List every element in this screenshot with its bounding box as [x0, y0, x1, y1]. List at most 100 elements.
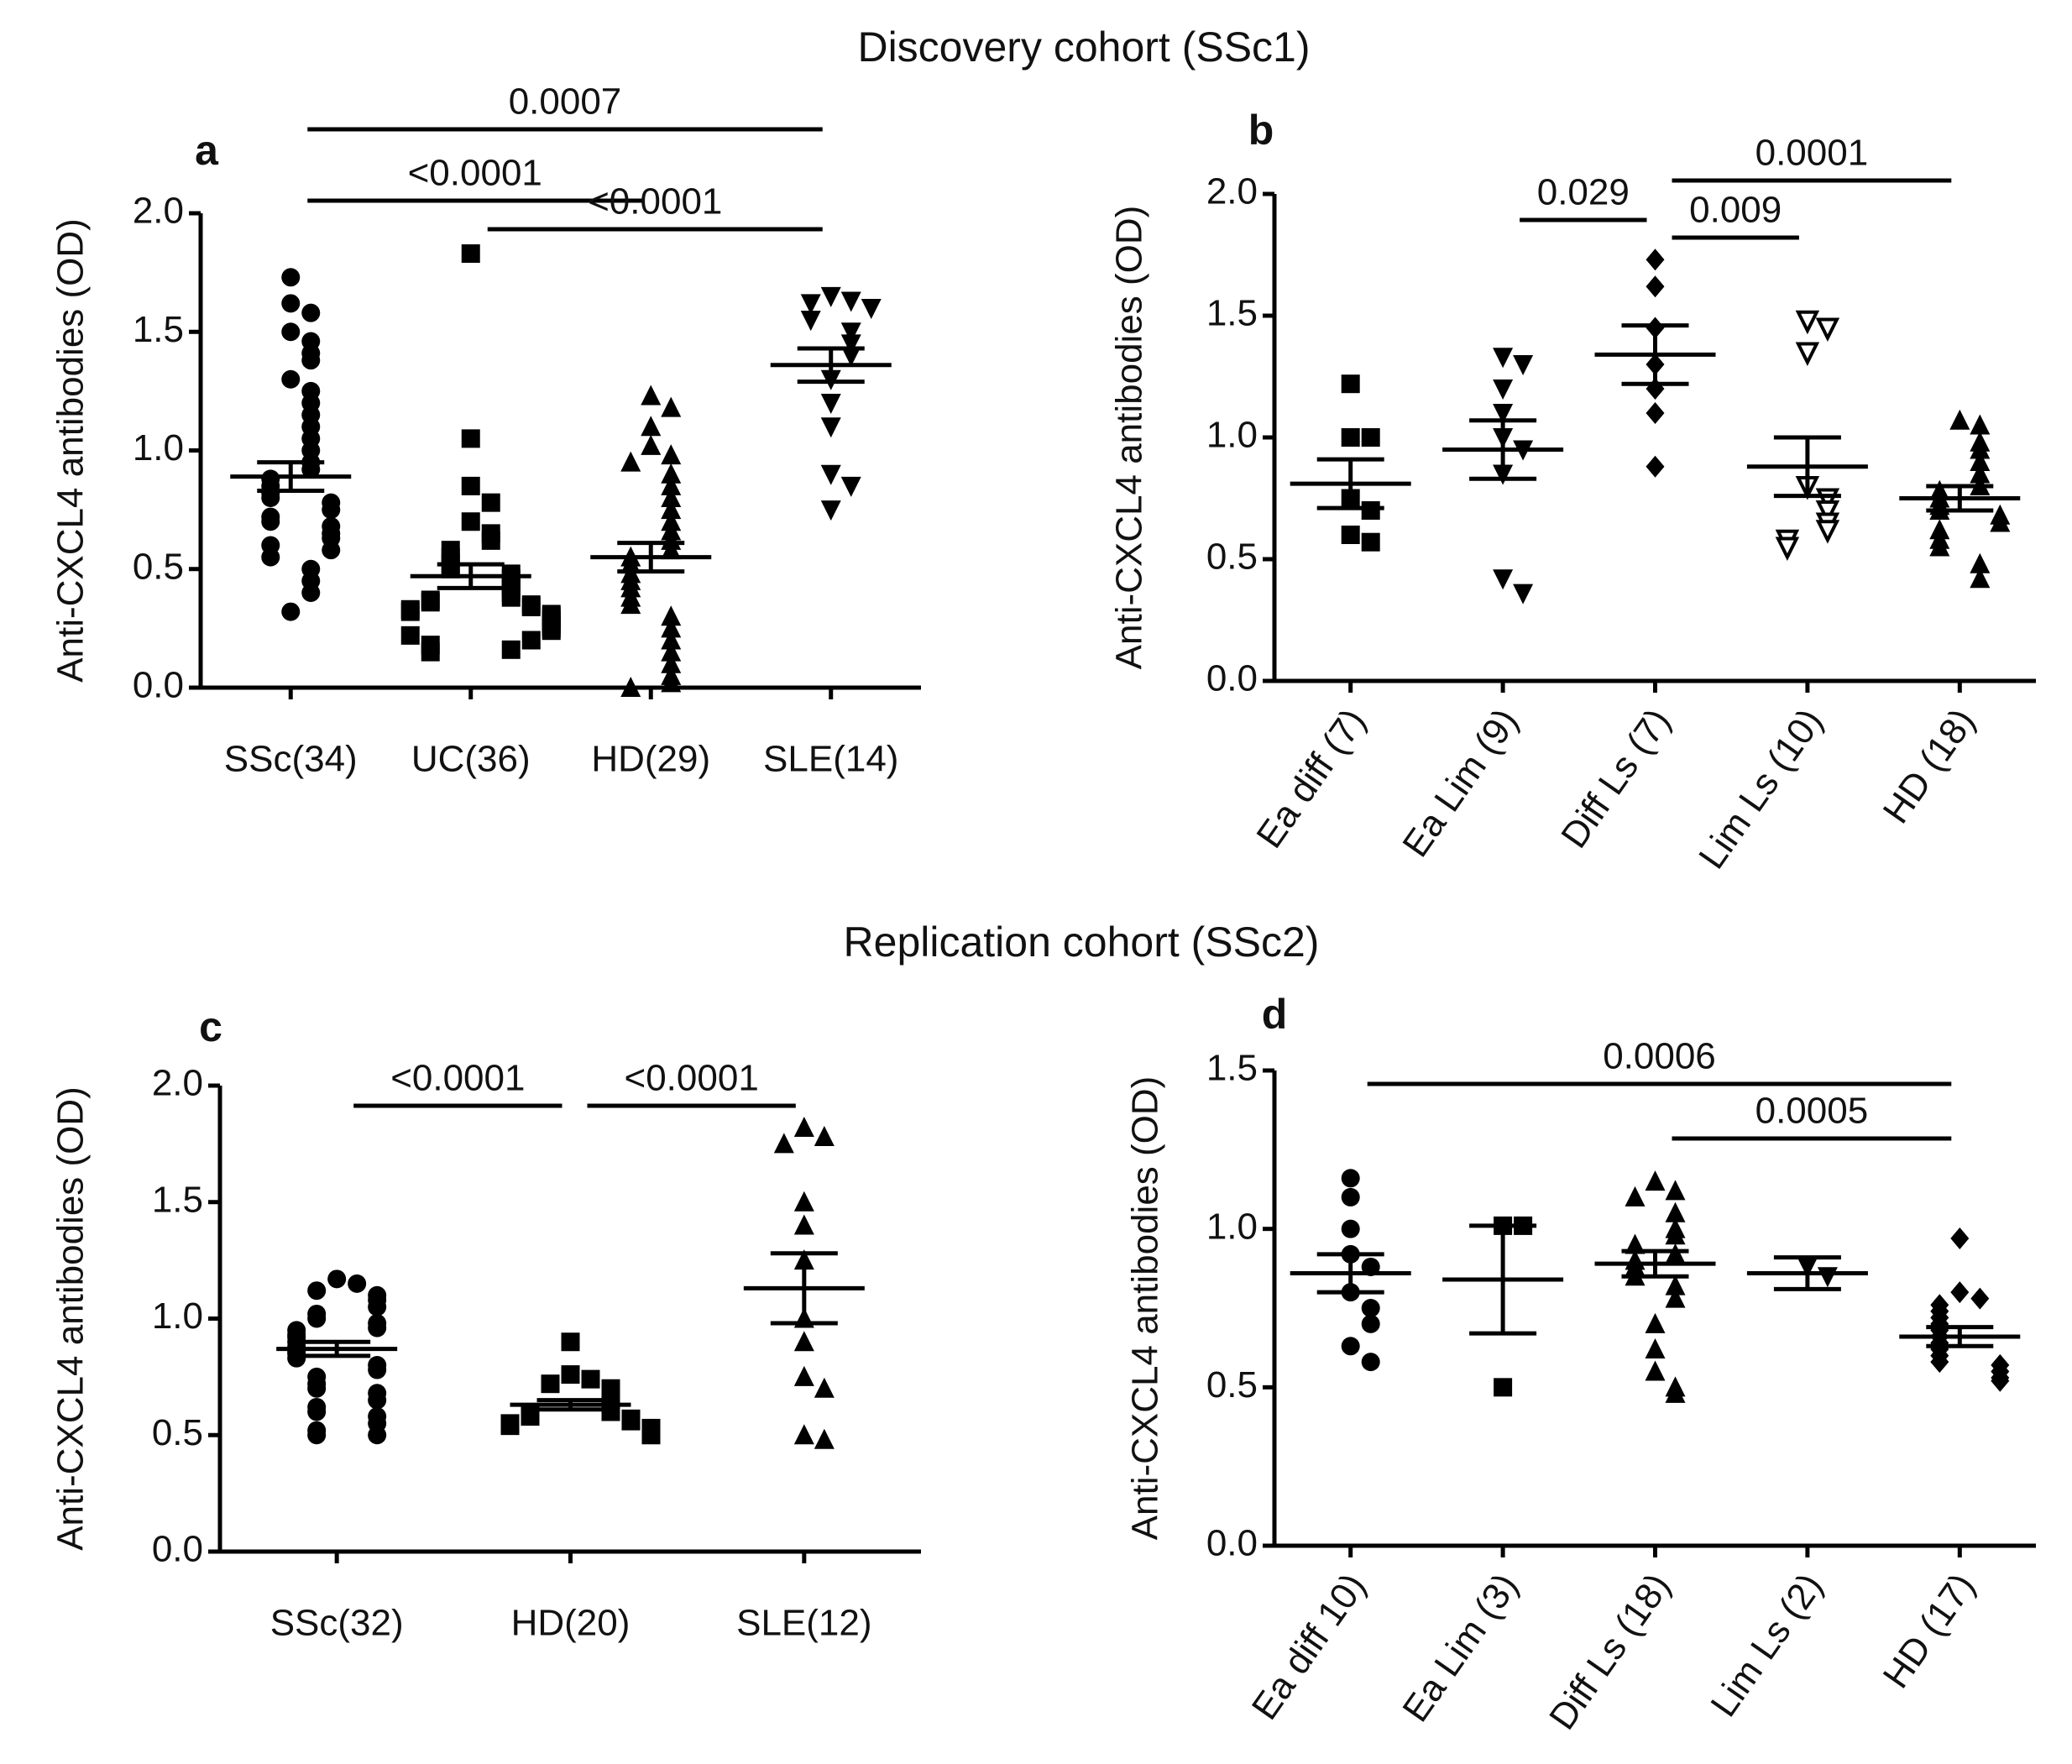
data-point	[307, 1379, 327, 1398]
data-point	[542, 621, 561, 641]
data-point	[793, 1331, 814, 1352]
data-point	[1665, 1243, 1686, 1264]
x-tick-label: HD (18)	[1876, 701, 1983, 830]
x-tick-label: UC(36)	[411, 739, 531, 780]
data-point	[661, 444, 682, 465]
data-point	[793, 1214, 814, 1235]
y-tick-label: 0.0	[133, 665, 184, 706]
data-point	[281, 294, 301, 313]
data-point	[461, 512, 480, 531]
data-point	[1665, 1382, 1686, 1403]
data-point	[820, 394, 841, 414]
data-point	[281, 602, 301, 621]
data-point	[322, 500, 341, 520]
data-point	[301, 351, 321, 370]
data-point	[261, 512, 280, 531]
y-tick-label: 1.0	[1206, 1206, 1258, 1247]
data-point	[661, 672, 682, 693]
data-point	[641, 385, 662, 406]
y-axis-label: Anti-CXCL4 antibodies (OD)	[1109, 206, 1150, 670]
data-point	[1625, 1233, 1646, 1254]
data-point	[348, 1274, 367, 1293]
p-value: 0.0005	[1755, 1091, 1869, 1132]
data-point	[800, 311, 821, 332]
y-tick-label: 2.0	[1206, 171, 1258, 212]
data-point	[501, 640, 521, 659]
data-point	[301, 460, 321, 479]
data-point	[400, 626, 420, 645]
data-point	[1513, 584, 1534, 605]
y-tick-label: 1.5	[152, 1179, 203, 1220]
data-point	[1970, 568, 1991, 589]
panel-label: d	[1262, 991, 1288, 1038]
data-point	[1930, 1351, 1949, 1374]
data-point	[814, 1126, 835, 1147]
data-point	[1341, 1187, 1360, 1207]
data-point	[1494, 1378, 1513, 1397]
data-point	[601, 1402, 620, 1421]
data-point	[307, 1281, 327, 1301]
data-point	[581, 1369, 600, 1389]
data-point	[481, 493, 500, 512]
y-tick-label: 2.0	[152, 1063, 203, 1104]
data-point	[1493, 569, 1514, 590]
panel-label: c	[199, 1003, 222, 1050]
data-point	[1493, 348, 1514, 369]
data-point	[1646, 455, 1665, 478]
data-point	[661, 396, 682, 417]
data-point	[322, 541, 341, 560]
data-point	[287, 1348, 306, 1368]
y-tick-label: 1.5	[1206, 1048, 1258, 1089]
y-tick-label: 1.0	[1206, 415, 1258, 456]
data-point	[1817, 1267, 1838, 1288]
y-tick-label: 0.0	[1206, 1523, 1258, 1564]
data-point	[281, 322, 301, 342]
data-point	[820, 464, 841, 485]
x-tick-label: Lim Ls (2)	[1703, 1566, 1830, 1724]
y-tick-label: 0.5	[1206, 1364, 1258, 1405]
data-point	[1970, 438, 1991, 459]
data-point	[261, 547, 280, 567]
data-point	[661, 499, 682, 520]
data-point	[561, 1332, 580, 1352]
data-point	[1970, 1287, 1990, 1310]
data-point	[1665, 1201, 1686, 1222]
data-point	[541, 1374, 560, 1394]
data-point	[1970, 552, 1991, 573]
data-point	[1665, 1287, 1686, 1308]
p-value: <0.0001	[408, 153, 542, 194]
y-tick-label: 0.5	[133, 546, 184, 587]
data-point	[281, 369, 301, 389]
y-tick-label: 2.0	[133, 191, 184, 232]
data-point	[1513, 355, 1534, 375]
data-point	[861, 299, 882, 319]
y-axis-label: Anti-CXCL4 antibodies (OD)	[1125, 1076, 1166, 1541]
x-tick-label: Diff Ls (7)	[1553, 701, 1678, 856]
data-point	[301, 584, 321, 602]
data-point	[1361, 532, 1380, 552]
x-tick-label: Ea diff 10)	[1244, 1566, 1374, 1727]
y-tick-label: 0.0	[1206, 658, 1258, 699]
data-point	[1341, 428, 1360, 447]
data-point	[368, 1297, 387, 1316]
y-tick-label: 1.5	[1206, 293, 1258, 334]
y-tick-label: 0.5	[152, 1412, 203, 1453]
data-point	[793, 1365, 814, 1386]
data-point	[621, 1411, 641, 1431]
data-point	[661, 652, 682, 673]
data-point	[261, 489, 280, 507]
data-point	[840, 334, 861, 355]
data-point	[1341, 1337, 1360, 1356]
data-point	[820, 417, 841, 438]
data-point	[661, 487, 682, 507]
p-value: 0.0006	[1603, 1036, 1716, 1077]
data-point	[661, 539, 682, 560]
data-point	[1950, 1281, 1970, 1304]
x-tick-label: SSc(32)	[270, 1603, 404, 1644]
data-point	[1815, 520, 1840, 544]
cohort-heading: Discovery cohort (SSc1)	[857, 24, 1310, 71]
data-point	[1970, 451, 1991, 471]
data-point	[1970, 414, 1991, 435]
data-point	[461, 244, 480, 264]
